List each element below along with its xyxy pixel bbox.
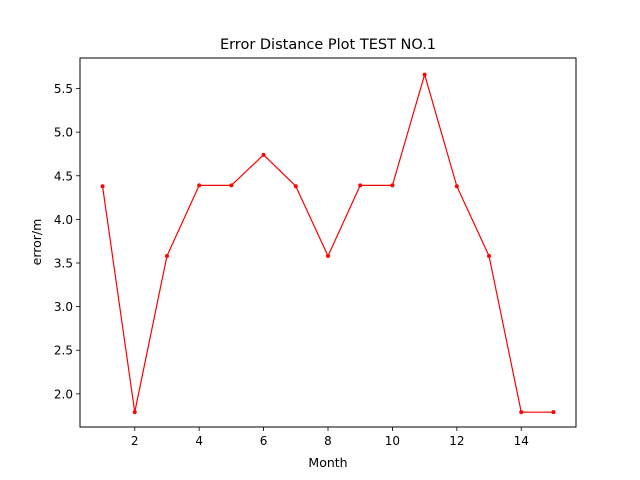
data-point [422, 72, 427, 77]
data-point [293, 184, 298, 189]
x-axis-label: Month [308, 455, 347, 470]
data-point [519, 410, 524, 415]
y-tick-label: 4.5 [54, 169, 73, 183]
y-tick-label: 3.0 [54, 300, 73, 314]
data-point [261, 152, 266, 157]
x-tick-label: 4 [195, 434, 203, 448]
data-point [100, 184, 105, 189]
data-point [132, 410, 137, 415]
y-tick-label: 3.5 [54, 257, 73, 271]
plot-area: 2 4 6 8 10 12 14 2.0 2.5 3.0 3.5 4.0 4.5 5.0 5.5 [54, 72, 556, 448]
plot-frame [79, 57, 577, 428]
x-tick-label: 14 [514, 434, 529, 448]
data-point [487, 254, 492, 259]
chart-title: Error Distance Plot TEST NO.1 [220, 37, 436, 53]
data-point [390, 183, 395, 188]
data-point [197, 183, 202, 188]
data-point [229, 183, 234, 188]
y-tick-label: 5.5 [54, 82, 73, 96]
data-point [551, 410, 556, 415]
data-point [358, 183, 363, 188]
x-tick-label: 8 [324, 434, 332, 448]
y-tick-label: 2.5 [54, 344, 73, 358]
y-tick-label: 4.0 [54, 213, 73, 227]
x-tick-label: 12 [449, 434, 464, 448]
y-axis-label: error/m [29, 219, 44, 266]
data-point [454, 184, 459, 189]
data-point [326, 254, 330, 259]
data-point [164, 254, 169, 259]
y-tick-label: 5.0 [54, 126, 73, 140]
x-tick-label: 6 [260, 434, 268, 448]
y-tick-label: 2.0 [54, 387, 73, 401]
x-tick-label: 10 [385, 434, 400, 448]
x-tick-label: 2 [131, 434, 139, 448]
